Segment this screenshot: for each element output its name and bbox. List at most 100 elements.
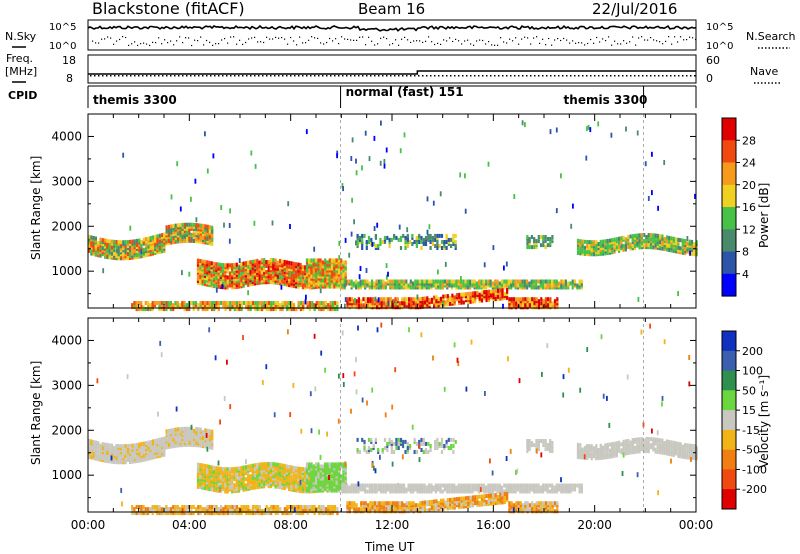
echo-cell <box>231 467 234 472</box>
nsearch-point <box>254 36 256 38</box>
nsearch-point <box>284 38 286 40</box>
echo-cell <box>308 470 311 475</box>
echo-cell <box>647 245 650 250</box>
nave-point <box>230 75 232 77</box>
echo-cell <box>681 238 684 243</box>
echo-cell <box>115 460 118 465</box>
echo-cell <box>247 282 250 287</box>
echo-cell <box>226 507 229 512</box>
echo-cell <box>335 470 338 475</box>
echo-cell <box>344 276 347 281</box>
echo-cell <box>102 268 105 274</box>
nave-point <box>642 75 644 77</box>
echo-cell <box>408 297 411 302</box>
echo-cell <box>158 453 161 458</box>
nave-point <box>342 75 344 77</box>
echo-cell <box>542 279 545 284</box>
nsearch-point <box>650 37 652 39</box>
echo-cell <box>235 262 238 267</box>
echo-cell <box>228 271 232 276</box>
echo-cell <box>92 440 95 444</box>
nsearch-point <box>104 38 106 40</box>
echo-cell <box>185 509 188 514</box>
echo-cell <box>313 303 316 308</box>
echo-cell <box>608 248 612 253</box>
echo-cell <box>104 458 107 463</box>
echo-cell <box>190 301 193 305</box>
echo-cell <box>240 470 243 475</box>
echo-cell <box>333 276 336 281</box>
echo-cell <box>133 239 136 244</box>
echo-cell <box>167 303 170 308</box>
echo-cell <box>506 295 509 300</box>
echo-cell <box>220 507 223 512</box>
nave-point <box>574 75 576 77</box>
echo-cell <box>539 243 543 248</box>
echo-cell <box>158 239 161 244</box>
echo-cell <box>672 240 675 245</box>
echo-cell <box>503 292 506 297</box>
echo-cell <box>429 233 432 238</box>
echo-cell <box>258 303 261 308</box>
echo-cell <box>142 247 145 252</box>
nsearch-point <box>488 41 490 43</box>
echo-cell <box>492 291 495 296</box>
noise-scale-top-left: 10^5 <box>49 22 76 33</box>
echo-cell <box>235 466 238 471</box>
echo-cell <box>165 505 168 509</box>
echo-cell <box>602 249 605 254</box>
echo-cell <box>229 511 232 516</box>
nave-point <box>634 75 636 77</box>
echo-cell <box>345 280 348 286</box>
echo-cell <box>217 303 220 308</box>
echo-cell <box>585 155 588 161</box>
echo-cell <box>313 246 316 252</box>
echo-cell <box>392 301 395 306</box>
echo-cell <box>620 238 623 243</box>
echo-cell <box>620 236 623 241</box>
echo-cell <box>217 272 220 277</box>
echo-cell <box>403 297 406 302</box>
echo-cell <box>176 223 180 228</box>
echo-cell <box>190 222 193 227</box>
echo-cell <box>446 279 449 284</box>
echo-cell <box>212 271 216 276</box>
echo-cell <box>190 428 193 433</box>
echo-cell <box>410 297 413 302</box>
echo-cell <box>211 433 214 438</box>
echo-cell <box>507 285 510 290</box>
echo-cell <box>553 299 557 304</box>
echo-cell <box>124 254 127 259</box>
echo-cell <box>190 224 193 229</box>
echo-cell <box>256 473 259 477</box>
nsearch-point <box>461 43 463 45</box>
echo-cell <box>260 482 263 487</box>
echo-cell <box>643 239 646 244</box>
echo-cell <box>597 242 600 246</box>
echo-cell <box>240 480 243 485</box>
echo-cell <box>231 303 234 308</box>
echo-cell <box>281 259 284 264</box>
echo-cell <box>394 297 397 302</box>
nave-point <box>334 75 336 77</box>
echo-cell <box>195 237 198 242</box>
echo-cell <box>342 276 345 281</box>
echo-cell <box>135 238 139 243</box>
echo-cell <box>492 245 495 251</box>
echo-cell <box>670 248 673 253</box>
echo-cell <box>396 279 399 284</box>
echo-cell <box>233 301 236 305</box>
echo-cell <box>438 244 441 248</box>
echo-cell <box>131 239 134 244</box>
echo-cell <box>176 161 179 167</box>
echo-cell <box>213 505 216 509</box>
echo-cell <box>301 269 304 274</box>
echo-cell <box>331 303 334 308</box>
echo-cell <box>340 266 343 271</box>
echo-cell <box>522 297 525 302</box>
echo-cell <box>165 431 168 436</box>
echo-cell <box>583 245 586 250</box>
echo-cell <box>201 477 204 482</box>
echo-cell <box>359 266 362 271</box>
echo-cell <box>126 444 129 448</box>
